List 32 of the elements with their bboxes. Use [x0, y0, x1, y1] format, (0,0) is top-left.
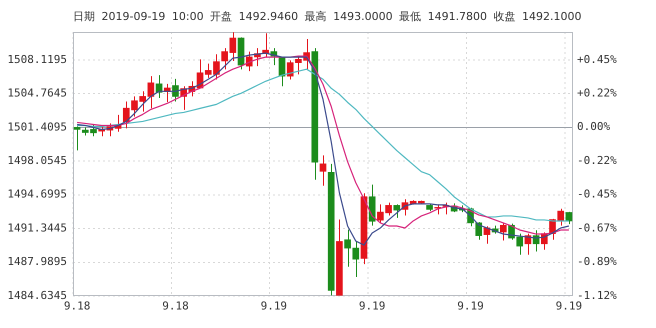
candlestick: [500, 222, 507, 241]
y-tick-label: 1494.6995: [7, 188, 67, 201]
y2-tick-label: -0.67%: [577, 221, 618, 234]
chart-title: 日期 2019-09-19 10:00 开盘 1492.9460 最高 1493.0000 最低 1491.7800 收盘 1492.1000: [73, 9, 582, 24]
y-tick-label: 1504.7645: [7, 86, 67, 100]
y-tick-label: 1487.9895: [7, 255, 67, 268]
y2-tick-label: -1.12%: [577, 288, 618, 302]
x-tick-label: 9.19: [556, 299, 582, 312]
x-tick-label: 9.19: [457, 299, 484, 312]
y-tick-label: 1484.6345: [7, 288, 67, 302]
x-tick-label: 9.18: [162, 299, 189, 312]
candlestick: [566, 211, 572, 225]
y2-tick-label: +0.22%: [577, 86, 618, 100]
x-tick-label: 9.19: [358, 299, 386, 312]
y-tick-label: 1498.0545: [7, 154, 67, 167]
y-tick-label: 1491.3445: [7, 221, 67, 234]
y-tick-label: 1508.1195: [7, 52, 67, 66]
x-tick-label: 9.18: [64, 299, 90, 312]
candlestick: [393, 204, 400, 218]
candlestick: [156, 74, 162, 99]
y2-tick-label: +0.45%: [577, 52, 618, 66]
y2-tick-label: -0.89%: [577, 255, 618, 268]
candlestick: [278, 56, 286, 87]
x-tick-label: 9.19: [260, 299, 288, 312]
y-tick-label: 1501.4095: [7, 120, 67, 134]
candlestick: [172, 78, 179, 102]
y2-tick-label: -0.45%: [577, 188, 618, 201]
candlestick: [320, 154, 326, 186]
candlestick: [484, 226, 490, 244]
y2-tick-label: -0.22%: [577, 154, 618, 167]
candlestick: [74, 126, 80, 151]
y2-tick-label: 0.00%: [577, 120, 610, 134]
